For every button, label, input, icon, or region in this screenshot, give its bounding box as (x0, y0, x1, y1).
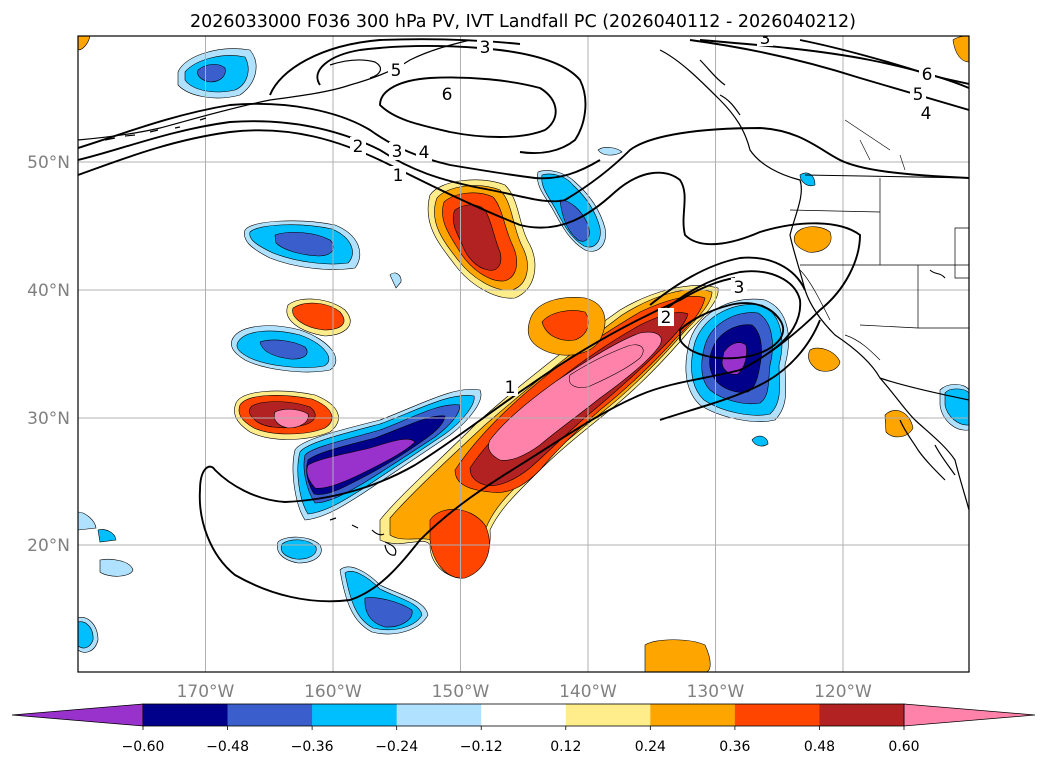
svg-text:2: 2 (353, 137, 364, 157)
colorbar-tick-label: −0.24 (375, 739, 418, 755)
colorbar-tick-label: 0.24 (635, 739, 666, 755)
svg-text:6: 6 (922, 65, 933, 85)
contour-label: 1 (390, 166, 406, 186)
contour-label: 5 (388, 60, 404, 81)
contour-label: 2 (350, 137, 366, 157)
colorbar-extend-low (11, 703, 144, 727)
svg-text:6: 6 (442, 85, 453, 105)
svg-text:4: 4 (419, 143, 430, 163)
map-area: 3 3 6 6 5 5 4 2 3 4 1 1 2 3 (77, 29, 970, 673)
colorbar-swatch (481, 704, 567, 726)
map-frame (77, 35, 970, 673)
contour-label: 4 (416, 143, 432, 163)
svg-text:3: 3 (480, 38, 491, 58)
svg-text:3: 3 (734, 278, 745, 298)
lat-label: 20°N (27, 536, 70, 556)
colorbar-extend-high (903, 703, 1036, 727)
lon-label: 170°W (177, 682, 235, 702)
colorbar-tick-label: −0.60 (122, 739, 165, 755)
contour-label: 3 (757, 29, 773, 49)
lat-label: 50°N (27, 153, 70, 173)
svg-text:1: 1 (505, 378, 516, 398)
map-title: 2026033000 F036 300 hPa PV, IVT Landfall… (190, 12, 856, 32)
colorbar-tick-label: 0.12 (550, 739, 581, 755)
latitude-labels: 50°N 40°N 30°N 20°N (27, 153, 70, 556)
colorbar-swatch (227, 704, 313, 726)
colorbar-swatch (143, 704, 228, 726)
colorbar-tick-label: 0.60 (888, 739, 919, 755)
lat-label: 40°N (27, 281, 70, 301)
pv-anomaly-fill (78, 36, 969, 672)
contour-label: 6 (919, 64, 935, 85)
lon-label: 120°W (814, 682, 872, 702)
lon-label: 140°W (559, 682, 617, 702)
contour-label: 3 (477, 38, 493, 58)
lat-label: 30°N (27, 409, 70, 429)
contour-label: 3 (389, 142, 405, 162)
svg-text:5: 5 (913, 85, 924, 105)
colorbar-tick-label: −0.48 (206, 739, 249, 755)
svg-text:3: 3 (760, 29, 771, 49)
colorbar-swatch (819, 704, 905, 726)
colorbar-tick-label: −0.12 (460, 739, 503, 755)
contour-label: 3 (731, 278, 747, 298)
svg-text:2: 2 (661, 308, 672, 328)
contour-label: 6 (439, 85, 455, 105)
colorbar-swatch (312, 704, 397, 726)
colorbar-swatch (565, 704, 651, 726)
contour-label: 4 (918, 103, 934, 124)
svg-text:1: 1 (393, 166, 404, 186)
contour-label: 2 (658, 308, 674, 328)
contour-label: 5 (910, 84, 926, 105)
svg-text:5: 5 (391, 61, 402, 81)
colorbar-tick-label: 0.36 (719, 739, 750, 755)
colorbar-swatch (396, 704, 482, 726)
contour-labels: 3 3 6 6 5 5 4 2 3 4 1 1 2 3 (350, 29, 935, 398)
svg-text:4: 4 (921, 104, 932, 124)
contour-label: 1 (502, 378, 518, 398)
svg-text:3: 3 (392, 142, 403, 162)
lon-label: 150°W (432, 682, 490, 702)
colorbar-swatch (650, 704, 736, 726)
longitude-labels: 170°W 160°W 150°W 140°W 130°W 120°W (177, 682, 872, 702)
colorbar-tick-label: 0.48 (804, 739, 835, 755)
colorbar-frame (142, 703, 905, 727)
pv-contours (78, 38, 969, 603)
colorbar-swatch (734, 704, 820, 726)
gridlines (78, 36, 969, 672)
lon-label: 160°W (304, 682, 362, 702)
colorbar-tick-label: −0.36 (291, 739, 334, 755)
lon-label: 130°W (687, 682, 745, 702)
colorbar: −0.60 −0.48 −0.36 −0.24 −0.12 0.12 0.24 0.36 0.4… (11, 703, 1036, 755)
